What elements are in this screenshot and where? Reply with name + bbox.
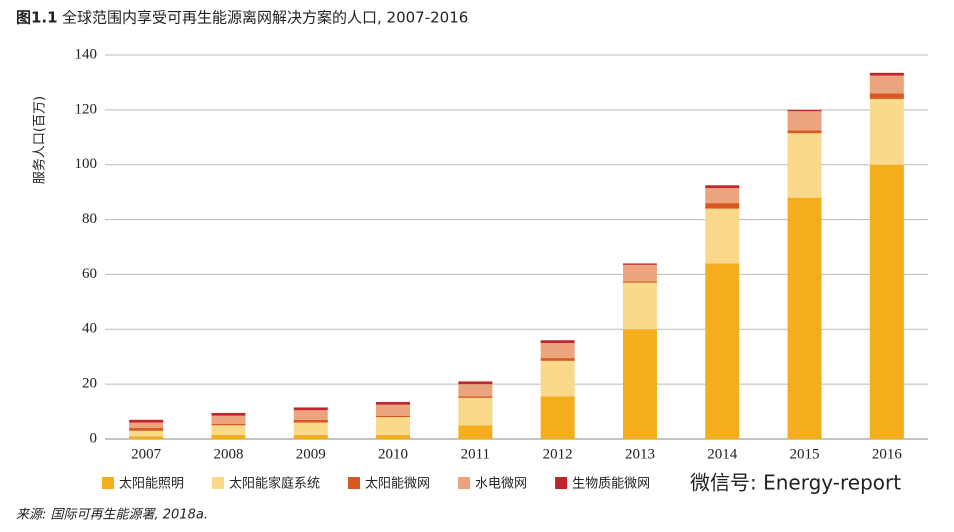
bar-segment [622,263,657,265]
y-tick-label: 40 [82,321,97,337]
bar-segment [211,425,246,435]
bar-segment [211,434,246,439]
bar-segment [376,404,411,416]
x-tick-label: 2013 [625,446,655,462]
bar-segment [540,343,575,359]
bar-segment [129,419,164,423]
bar-segment [622,281,657,283]
bar-segment [376,417,411,435]
legend-label: 太阳能微网 [365,477,430,492]
bar-segment [869,93,904,99]
y-axis-label: 服务人口(百万) [32,96,48,184]
bar-segment [869,75,904,94]
y-tick-label: 140 [75,46,98,62]
legend-swatch [555,477,568,489]
bar-segment [869,98,904,165]
bar-segment [787,133,822,198]
x-tick-label: 2009 [296,446,326,462]
bar-segment [622,282,657,330]
bar-segment [787,197,822,439]
x-tick-label: 2012 [543,446,573,462]
x-tick-label: 2011 [461,446,490,462]
x-tick-label: 2015 [790,446,820,462]
bar-segment [458,425,493,439]
bar-segment [705,203,740,209]
bar-segment [458,396,493,398]
bar-segment [540,396,575,439]
bar-segment [211,415,246,424]
legend-label: 水电微网 [475,477,527,492]
figure-label: 图1.1 [16,9,58,27]
y-tick-label: 60 [82,266,97,282]
legend-label: 太阳能照明 [119,477,184,492]
x-tick-label: 2010 [378,446,408,462]
chart-title: 全球范围内享受可再生能源离网解决方案的人口, 2007-2016 [62,9,468,27]
bar-segment [705,188,740,204]
y-tick-label: 120 [75,101,98,117]
bar-segment [705,185,740,189]
bar-segment [458,381,493,385]
bar-segment [293,434,328,439]
y-tick-label: 80 [82,211,97,227]
bar-segment [376,401,411,405]
bar-segment [293,419,328,423]
bar-segment [293,422,328,435]
bar-segment [540,360,575,397]
bar-segment [211,412,246,416]
bar-segment [376,434,411,439]
bar-segment [458,397,493,426]
bar-segment [787,109,822,112]
legend-label: 生物质能微网 [572,477,650,492]
bar-segment [869,72,904,76]
x-tick-label: 2016 [872,446,903,462]
y-tick-label: 20 [82,376,97,392]
bar-segment [129,428,164,431]
bar-segment [705,208,740,264]
source: 来源: 国际可再生能源署, 2018a. [16,508,208,523]
legend-swatch [458,477,471,489]
bar-segment [540,358,575,361]
bar-segment [787,111,822,131]
legend-label: 太阳能家庭系统 [229,476,320,492]
bar-segment [129,430,164,437]
legend-swatch [212,477,225,489]
watermark: 微信号: Energy-report [690,471,901,495]
bar-segment [293,410,328,420]
bar-segment [129,436,164,439]
bar-segment [211,423,246,426]
x-tick-label: 2014 [707,446,738,462]
x-tick-label: 2007 [131,446,162,462]
bar-segment [787,130,822,134]
bar-segment [869,164,904,439]
bar-segment [540,340,575,343]
bar-segment [129,422,164,429]
bar-segment [293,407,328,411]
bar-segment [705,263,740,439]
legend-swatch [102,477,114,489]
y-tick-label: 0 [90,430,98,446]
x-tick-label: 2008 [213,446,243,462]
y-tick-label: 100 [75,156,98,172]
legend-swatch [348,477,361,489]
bar-segment [622,264,657,282]
bar-segment [458,384,493,397]
bar-segment [376,415,411,418]
bar-segment [622,329,657,439]
